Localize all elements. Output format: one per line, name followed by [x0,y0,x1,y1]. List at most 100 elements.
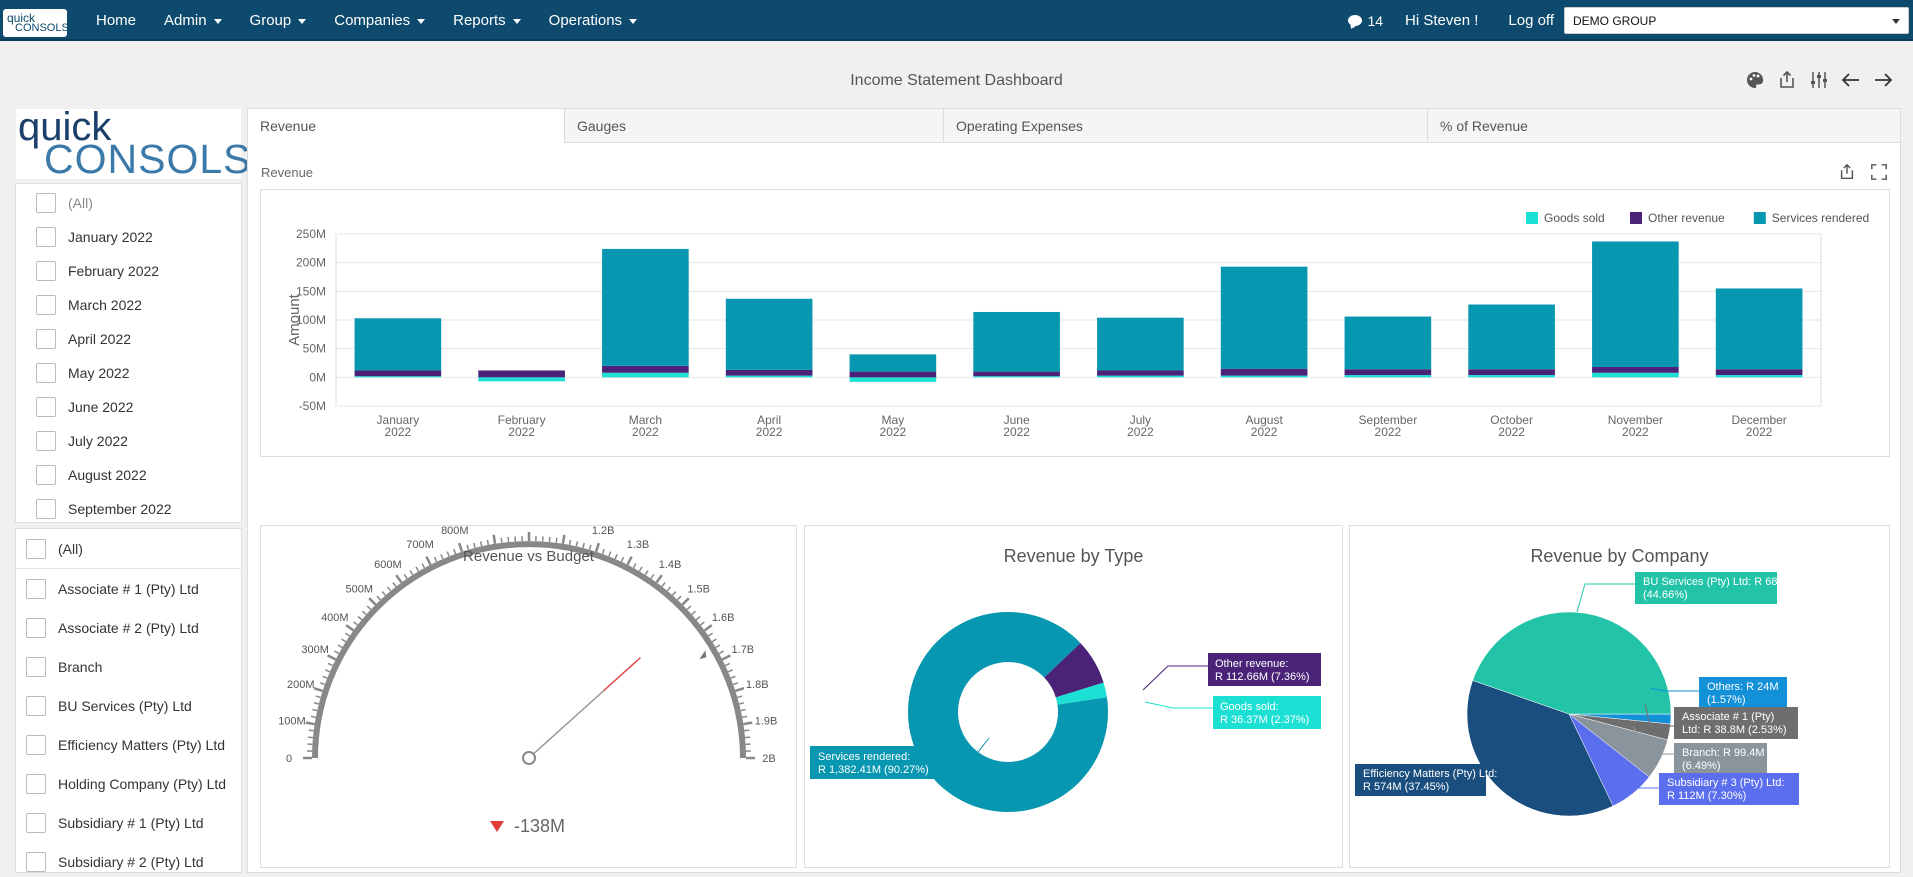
checkbox[interactable] [36,363,56,383]
period-filter-item[interactable]: April 2022 [36,322,241,356]
gauge-tick [376,595,382,601]
sliders-icon[interactable] [1809,70,1829,90]
checkbox[interactable] [26,773,46,794]
company-filter-item[interactable]: Associate # 1 (Pty) Ltd [26,569,241,608]
company-filter-item[interactable]: Subsidiary # 1 (Pty) Ltd [26,803,241,842]
gauge-tick-label: 1.7B [732,644,755,656]
checkbox[interactable] [26,851,46,872]
checkbox[interactable] [36,329,56,349]
gauge-tick [582,542,585,549]
company-filter-item[interactable]: Holding Company (Pty) Ltd [26,764,241,803]
y-tick-label: 50M [303,342,326,356]
fullscreen-icon[interactable] [1870,163,1888,181]
bar-other-revenue [1715,369,1803,376]
nav-group[interactable]: Group [250,12,307,29]
x-tick-label-year: 2022 [756,425,783,439]
pie-leader-line [1619,763,1659,789]
export-icon[interactable] [1777,70,1797,90]
group-select[interactable]: DEMO GROUP [1564,7,1909,34]
company-filter-item[interactable]: Efficiency Matters (Pty) Ltd [26,725,241,764]
app-logo[interactable]: quick CONSOLS [3,9,69,37]
period-filter-item[interactable]: August 2022 [36,458,241,492]
legend-swatch [1630,212,1642,224]
checkbox[interactable] [36,295,56,315]
messages-button[interactable]: 14 [1348,13,1383,29]
period-label: May 2022 [68,365,130,381]
period-filter-item[interactable]: September 2022 [36,492,241,522]
checkbox[interactable] [36,227,56,247]
company-filter-item[interactable]: Associate # 2 (Pty) Ltd [26,608,241,647]
period-filter-item[interactable]: January 2022 [36,220,241,254]
checkbox[interactable] [36,465,56,485]
bar-services-rendered [602,248,689,366]
checkbox[interactable] [26,695,46,716]
pie-label-line: (44.66%) [1643,589,1688,601]
gauge-tick [395,574,403,584]
bar-goods-sold [1220,375,1308,378]
gauge-tick [357,615,363,621]
bar-services-rendered [354,318,442,371]
gauge-tick [361,610,367,616]
chevron-down-icon [629,19,638,24]
period-filter-item[interactable]: March 2022 [36,288,241,322]
tab-operating-expenses[interactable]: Operating Expenses [944,109,1428,143]
gauge-tick [601,548,605,555]
logoff-link[interactable]: Log off [1508,12,1554,29]
checkbox[interactable] [36,261,56,281]
chat-bubble-icon [1348,15,1363,26]
checkbox[interactable] [36,397,56,417]
period-filter-all[interactable]: (All) [36,186,241,220]
gauge-tick [666,586,672,592]
brand-logo: quick CONSOLS [16,105,251,182]
company-filter-item[interactable]: Subsidiary # 2 (Pty) Ltd [26,842,241,872]
x-tick-label: March [629,413,662,427]
arrow-right-icon[interactable] [1873,70,1893,90]
period-filter-item[interactable]: February 2022 [36,254,241,288]
nav-companies-label: Companies [334,12,411,29]
company-filter-item[interactable]: BU Services (Pty) Ltd [26,686,241,725]
company-label: BU Services (Pty) Ltd [58,697,192,714]
checkbox[interactable] [26,734,46,755]
checkbox[interactable] [36,193,56,213]
checkbox[interactable] [26,617,46,638]
tab-percent-of-revenue[interactable]: % of Revenue [1428,109,1898,143]
down-triangle-icon [490,821,504,832]
checkbox[interactable] [26,538,46,559]
gauge-tick [500,537,503,543]
pie-label-box [1674,707,1798,739]
nav-operations[interactable]: Operations [549,12,638,29]
gauge-tick [703,624,713,632]
arrow-left-icon[interactable] [1841,70,1861,90]
donut-label-box [1213,696,1321,729]
period-filter-item[interactable]: May 2022 [36,356,241,390]
donut-label-value: R 36.37M (2.37%) [1220,714,1309,726]
x-tick-label: June [1004,413,1030,427]
nav-home-label: Home [96,12,137,29]
checkbox[interactable] [36,431,56,451]
bar-goods-sold [1344,375,1432,378]
bar-services-rendered [1344,316,1432,370]
company-filter-item[interactable]: Branch [26,647,241,686]
nav-companies[interactable]: Companies [334,12,426,29]
gauge-tick [327,662,333,667]
legend-label: Services rendered [1772,211,1869,225]
company-filter-all[interactable]: (All) [16,529,241,569]
revenue-by-company-title: Revenue by Company [1530,546,1709,566]
checkbox[interactable] [26,812,46,833]
nav-home[interactable]: Home [96,12,136,29]
period-filter-item[interactable]: July 2022 [36,424,241,458]
tab-revenue[interactable]: Revenue [248,109,565,143]
checkbox[interactable] [26,656,46,677]
bar-other-revenue [354,370,442,377]
nav-reports[interactable]: Reports [453,12,521,29]
legend-swatch [1753,212,1766,224]
period-filter-item[interactable]: June 2022 [36,390,241,424]
tab-gauges[interactable]: Gauges [565,109,944,143]
page-title: Income Statement Dashboard [850,72,1063,89]
export-icon[interactable] [1838,163,1856,181]
checkbox[interactable] [36,499,56,519]
nav-admin[interactable]: Admin [164,12,222,29]
palette-icon[interactable] [1745,70,1765,90]
pie-label-line: R 112M (7.30%) [1667,790,1746,802]
checkbox[interactable] [26,578,46,599]
